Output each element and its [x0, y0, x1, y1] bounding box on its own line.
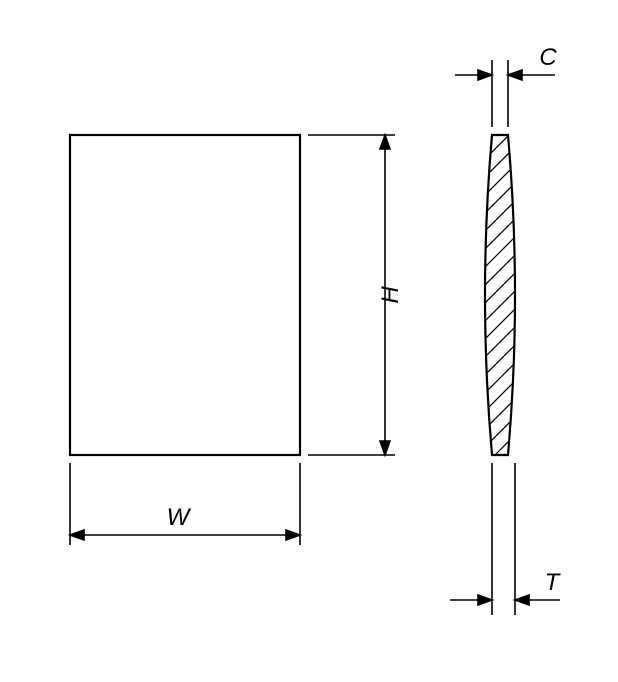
front-rectangle [70, 135, 300, 455]
lens-hatching [420, 10, 580, 602]
label-w: W [167, 504, 192, 531]
dimension-t [450, 463, 560, 615]
technical-drawing-svg: W H C T [0, 0, 618, 682]
label-t: T [545, 569, 562, 596]
label-h: H [377, 286, 404, 304]
label-c: C [539, 44, 557, 71]
